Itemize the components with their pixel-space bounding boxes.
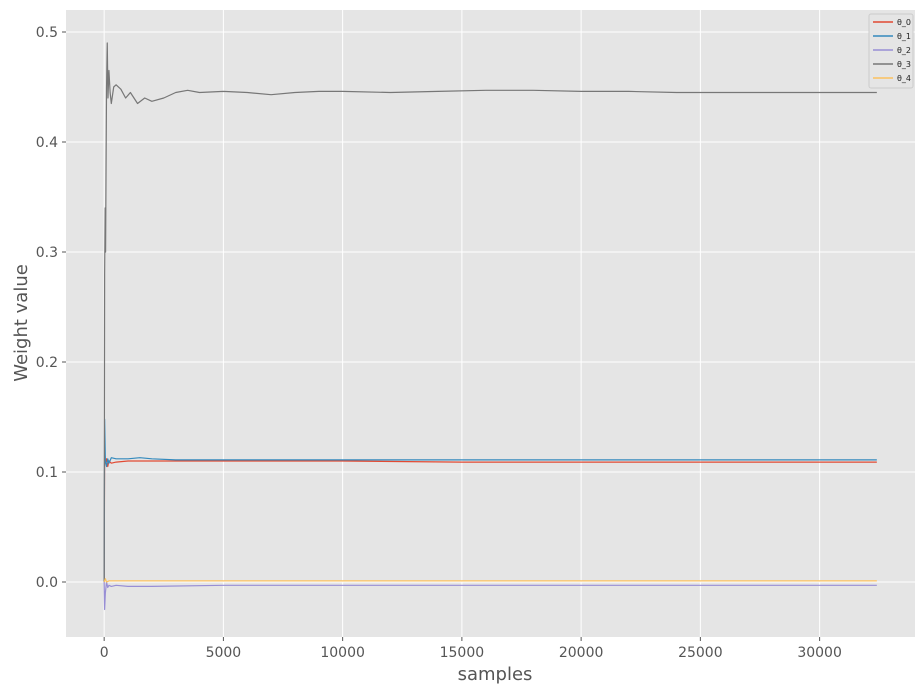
series-line-4 — [103, 578, 877, 583]
legend-box — [868, 13, 914, 89]
y-tick-label: 0.5 — [36, 25, 58, 41]
x-tick-label: 25000 — [678, 645, 723, 661]
x-tick-label: 30000 — [797, 645, 842, 661]
series-line-3 — [103, 42, 877, 583]
y-axis-ticks: 0.0 0.1 0.2 0.3 0.4 0.5 — [36, 25, 66, 591]
y-axis-title: Weight value — [11, 264, 32, 382]
legend: θ_0 θ_1 θ_2 θ_3 θ_4 — [868, 13, 914, 89]
x-tick-label: 0 — [100, 645, 109, 661]
y-tick-label: 0.2 — [36, 355, 58, 371]
y-tick-label: 0.0 — [36, 575, 58, 591]
y-tick-label: 0.4 — [36, 135, 58, 151]
y-tick-label: 0.1 — [36, 465, 58, 481]
x-tick-label: 10000 — [320, 645, 365, 661]
x-tick-label: 20000 — [559, 645, 604, 661]
plot-area — [66, 10, 915, 637]
series-layer — [103, 42, 877, 611]
y-tick-label: 0.3 — [36, 245, 58, 261]
series-line-0 — [103, 449, 877, 583]
legend-label-1: θ_1 — [897, 32, 911, 41]
legend-label-4: θ_4 — [897, 74, 911, 83]
x-tick-label: 15000 — [440, 645, 485, 661]
legend-label-3: θ_3 — [897, 60, 911, 69]
series-line-2 — [103, 581, 877, 611]
x-tick-label: 5000 — [206, 645, 242, 661]
legend-label-2: θ_2 — [897, 46, 911, 55]
grid-lines — [66, 10, 915, 637]
x-axis-title: samples — [458, 664, 533, 685]
legend-label-0: θ_0 — [897, 18, 911, 27]
x-axis-ticks: 0 5000 10000 15000 20000 25000 30000 — [100, 637, 842, 661]
series-line-1 — [103, 418, 877, 583]
